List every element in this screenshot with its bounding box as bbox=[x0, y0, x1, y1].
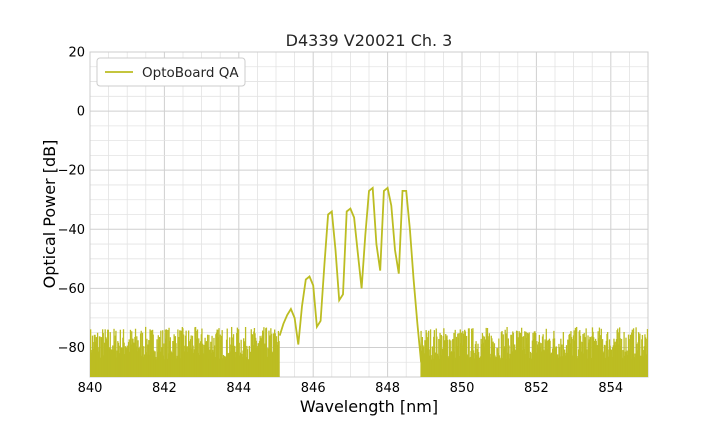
y-tick-labels: 20 0 −20 −40 −60 −80 bbox=[58, 46, 85, 356]
chart-title: D4339 V20021 Ch. 3 bbox=[286, 31, 453, 50]
x-tick-label: 842 bbox=[152, 381, 177, 396]
x-tick-labels: 840 842 844 846 848 850 852 854 bbox=[78, 381, 624, 396]
noise-floor bbox=[90, 326, 648, 377]
y-tick-label: −60 bbox=[58, 282, 85, 297]
x-tick-label: 854 bbox=[598, 381, 623, 396]
y-tick-label: 0 bbox=[77, 105, 85, 120]
series-line-optoboard-qa bbox=[278, 186, 422, 363]
y-axis-label: Optical Power [dB] bbox=[40, 140, 59, 289]
x-tick-label: 852 bbox=[524, 381, 549, 396]
legend-box bbox=[96, 57, 246, 87]
legend-label: OptoBoard QA bbox=[142, 65, 239, 81]
x-tick-label: 844 bbox=[226, 381, 251, 396]
y-tick-label: −40 bbox=[58, 223, 85, 238]
y-tick-label: 20 bbox=[68, 46, 85, 61]
y-tick-label: −80 bbox=[58, 341, 85, 356]
y-tick-label: −20 bbox=[58, 164, 85, 179]
x-tick-label: 848 bbox=[375, 381, 400, 396]
x-axis-label: Wavelength [nm] bbox=[300, 397, 438, 416]
plot-frame bbox=[89, 51, 649, 378]
x-tick-label: 850 bbox=[450, 381, 475, 396]
grid bbox=[89, 51, 649, 378]
legend: OptoBoard QA bbox=[96, 57, 246, 87]
x-tick-label: 840 bbox=[78, 381, 103, 396]
x-tick-label: 846 bbox=[301, 381, 326, 396]
